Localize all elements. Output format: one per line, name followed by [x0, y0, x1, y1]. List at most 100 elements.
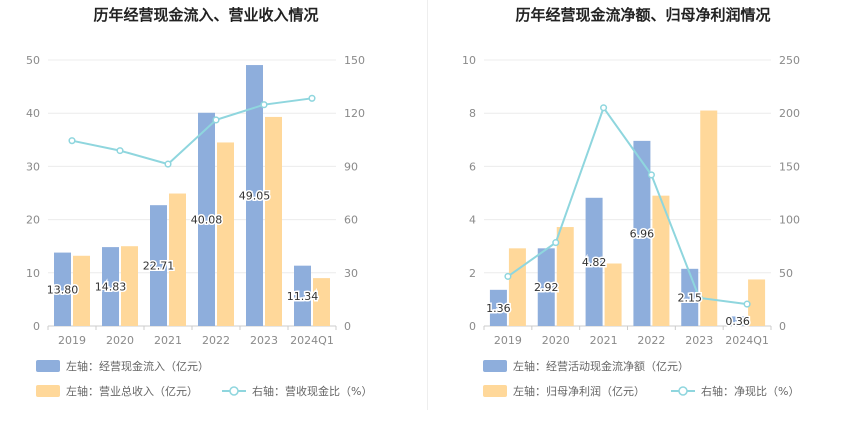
bar-data-label: 22.71	[143, 260, 175, 273]
legend-label: 右轴：净现比（%）	[701, 384, 799, 398]
legend-marker	[678, 386, 688, 396]
bar-secondary	[169, 193, 186, 326]
legend-swatch	[483, 385, 507, 397]
bar-data-label: 14.83	[95, 281, 127, 294]
ratio-line	[507, 105, 748, 306]
bar-primary	[246, 65, 263, 326]
ratio-point	[743, 300, 751, 308]
x-axis-label: 2021	[154, 334, 182, 347]
bar-secondary	[73, 255, 90, 326]
ratio-point	[647, 171, 655, 179]
ratio-line	[71, 97, 313, 166]
legend-swatch	[483, 360, 507, 372]
bar-secondary	[556, 227, 574, 326]
right-axis-tick: 100	[779, 214, 800, 227]
bar-data-label: 2.15	[678, 291, 703, 304]
x-axis-label: 2024Q1	[290, 334, 334, 347]
right-axis-tick: 60	[344, 214, 358, 227]
x-axis-label: 2024Q1	[725, 334, 769, 347]
left-axis-tick: 10	[26, 267, 40, 280]
legend-label: 左轴：归母净利润（亿元）	[513, 384, 645, 398]
ratio-point	[164, 160, 172, 168]
legend-label: 左轴：经营现金流入（亿元）	[66, 359, 209, 373]
x-axis-label: 2023	[685, 334, 713, 347]
legend-swatch	[36, 385, 60, 397]
ratio-point	[212, 116, 220, 124]
bar-primary	[729, 316, 747, 326]
panel-divider	[427, 0, 428, 410]
bar-secondary	[652, 195, 670, 326]
right-axis-tick: 150	[779, 160, 800, 173]
ratio-point	[552, 239, 560, 247]
left-axis-tick: 2	[469, 267, 476, 280]
left-axis-tick: 8	[469, 107, 476, 120]
chart-title: 历年经营现金流入、营业收入情况	[93, 6, 318, 24]
bar-data-label: 11.34	[287, 290, 319, 303]
right-axis-tick: 90	[344, 160, 358, 173]
bar-primary	[102, 247, 119, 326]
left-axis-tick: 0	[469, 320, 476, 333]
legend-swatch	[36, 360, 60, 372]
bar-data-label: 2.92	[534, 281, 559, 294]
right-axis-tick: 30	[344, 267, 358, 280]
bar-data-label: 6.96	[630, 227, 655, 240]
bar-data-label: 49.05	[239, 190, 271, 203]
bar-data-label: 4.82	[582, 256, 607, 269]
bar-secondary	[508, 248, 526, 326]
bar-secondary	[700, 110, 718, 326]
ratio-point	[600, 104, 608, 112]
legend-label: 右轴：营收现金比（%）	[252, 384, 372, 398]
bar-primary	[294, 265, 311, 326]
left-axis-tick: 4	[469, 214, 476, 227]
ratio-point	[260, 101, 268, 109]
left-axis-tick: 10	[462, 54, 476, 67]
chart-title: 历年经营现金流净额、归母净利润情况	[515, 6, 770, 24]
ratio-point	[504, 272, 512, 280]
bar-primary	[54, 252, 71, 326]
bar-data-label: 13.80	[47, 283, 79, 296]
bar-secondary	[313, 278, 330, 326]
x-axis-label: 2023	[250, 334, 278, 347]
left-axis-tick: 20	[26, 214, 40, 227]
right-axis-tick: 200	[779, 107, 800, 120]
legend-marker	[229, 386, 239, 396]
bar-data-label: 40.08	[191, 213, 223, 226]
bar-primary	[633, 140, 651, 326]
bar-primary	[198, 112, 215, 326]
legend-label: 左轴：营业总收入（亿元）	[66, 384, 198, 398]
x-axis-label: 2019	[494, 334, 522, 347]
x-axis-label: 2022	[202, 334, 230, 347]
x-axis-label: 2021	[590, 334, 618, 347]
bar-primary	[537, 248, 555, 326]
bar-data-label: 0.36	[725, 315, 750, 328]
right-axis-tick: 0	[344, 320, 351, 333]
ratio-point	[116, 147, 124, 155]
bar-primary	[150, 205, 167, 326]
bar-secondary	[265, 116, 282, 326]
right-axis-tick: 50	[779, 267, 793, 280]
chart-cash-inflow-revenue: 历年经营现金流入、营业收入情况 0 0 10 30 20 60 30 90 40 120 50 150 2…	[26, 6, 372, 398]
left-axis-tick: 30	[26, 160, 40, 173]
left-axis-tick: 6	[469, 160, 476, 173]
ratio-point	[68, 137, 76, 145]
x-axis-label: 2022	[637, 334, 665, 347]
right-axis-tick: 250	[779, 54, 800, 67]
right-axis-tick: 150	[344, 54, 365, 67]
left-axis-tick: 0	[33, 320, 40, 333]
left-axis-tick: 40	[26, 107, 40, 120]
x-axis-label: 2019	[58, 334, 86, 347]
bar-secondary	[748, 279, 766, 326]
right-axis-tick: 0	[779, 320, 786, 333]
ratio-point	[695, 294, 703, 302]
bar-secondary	[604, 263, 622, 326]
right-axis-tick: 120	[344, 107, 365, 120]
left-axis-tick: 50	[26, 54, 40, 67]
bar-primary	[489, 289, 507, 326]
x-axis-label: 2020	[542, 334, 570, 347]
ratio-point	[308, 94, 316, 102]
bar-primary	[585, 197, 603, 326]
bar-secondary	[217, 142, 234, 326]
bar-secondary	[121, 246, 138, 326]
